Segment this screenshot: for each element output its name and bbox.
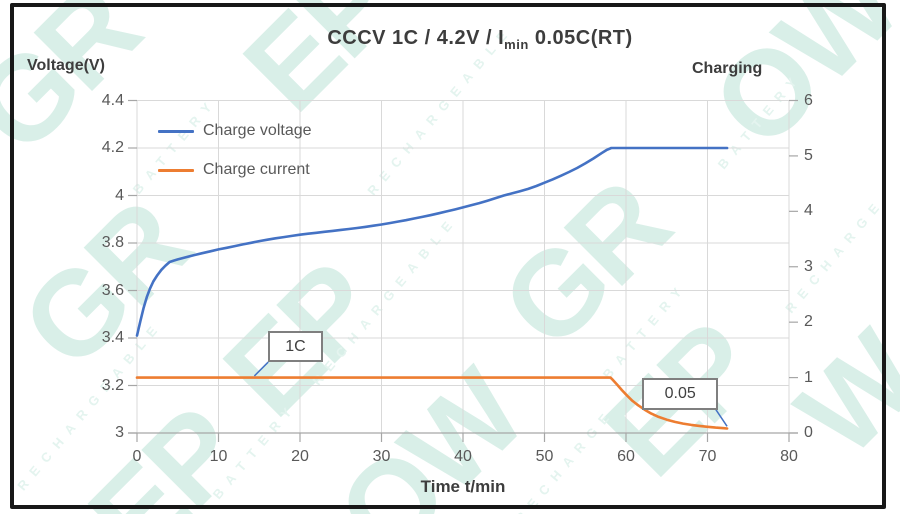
chart-title-suffix: 0.05C(RT) [528, 27, 633, 49]
charge-voltage-line-swatch [158, 129, 194, 133]
legend-item-charge-current: Charge current [158, 160, 312, 180]
legend-label: Charge current [203, 161, 310, 178]
charge-voltage-curve [135, 146, 729, 337]
y-left-tick-label: 4.2 [101, 139, 124, 156]
y-right-tick-label: 0 [804, 424, 813, 441]
x-tick-label: 10 [209, 448, 228, 465]
y-left-tick-label: 4 [115, 186, 124, 204]
y-right-tick-label: 4 [804, 202, 813, 220]
annotation-leader-line [714, 407, 728, 427]
annotation-box: 1C [268, 331, 323, 363]
left-axis-title: Voltage(V) [27, 57, 105, 74]
annotation-box: 0.05 [642, 377, 719, 410]
y-right-tick-label: 3 [804, 257, 813, 275]
chart-title: CCCV 1C / 4.2V / Imin 0.05C(RT) [110, 27, 850, 52]
y-left-tick-label: 4.4 [101, 91, 124, 109]
x-tick-label: 60 [617, 448, 635, 465]
right-axis-title: Charging [692, 60, 763, 77]
x-axis-title: Time t/min [420, 477, 506, 496]
charge-current-curve [135, 376, 729, 430]
legend: Charge voltage Charge current [158, 121, 312, 199]
x-tick-label: 80 [780, 448, 798, 465]
y-left-tick-label: 3 [115, 424, 124, 441]
charge-current-line-swatch [158, 168, 194, 172]
legend-label: Charge voltage [203, 122, 312, 139]
y-left-tick-label: 3.2 [101, 376, 124, 394]
x-tick-label: 30 [372, 448, 391, 465]
y-right-tick-label: 6 [804, 91, 813, 109]
annotation-leader-line [253, 361, 269, 377]
y-right-tick-label: 1 [804, 368, 813, 386]
y-right-tick-label: 5 [804, 146, 813, 164]
chart-title-prefix: CCCV 1C / 4.2V / I [327, 27, 505, 49]
y-left-tick-label: 3.4 [101, 329, 124, 346]
x-tick-label: 70 [698, 448, 717, 465]
y-left-tick-label: 3.6 [101, 281, 124, 299]
x-tick-label: 40 [454, 448, 472, 465]
legend-item-charge-voltage: Charge voltage [158, 121, 312, 141]
x-tick-label: 50 [535, 448, 554, 465]
x-tick-label: 20 [291, 448, 309, 465]
y-left-tick-label: 3.8 [101, 234, 124, 251]
y-right-tick-label: 2 [804, 313, 813, 331]
chart-title-subscript: min [504, 37, 529, 52]
x-tick-label: 0 [132, 448, 142, 465]
